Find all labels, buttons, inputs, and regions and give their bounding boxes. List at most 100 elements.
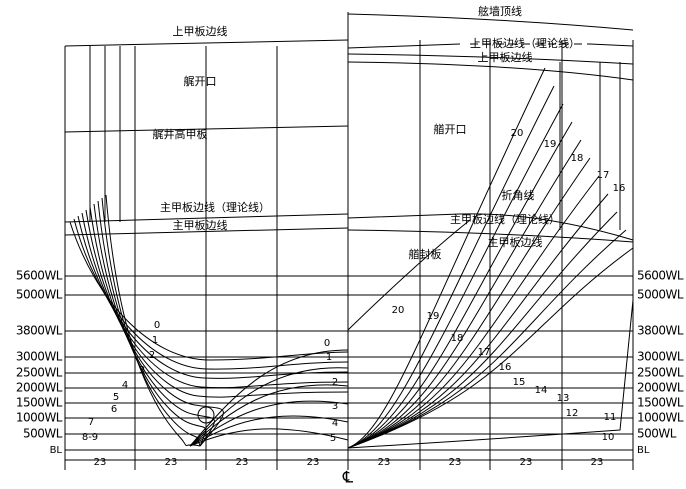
station-curve xyxy=(81,212,349,389)
waterline-label: 1000WL xyxy=(637,411,684,425)
waterline-label: 5600WL xyxy=(637,269,684,283)
station-curve xyxy=(347,157,591,449)
dimension-label: 23 xyxy=(520,457,533,468)
station-curve xyxy=(85,209,349,398)
station-curve xyxy=(189,367,349,447)
station-curve xyxy=(93,203,215,447)
dimension-label: 23 xyxy=(165,457,178,468)
frame xyxy=(64,12,634,470)
deck-label: 舷墙顶线 xyxy=(478,4,522,18)
station-label: 20 xyxy=(511,128,524,139)
station-label: 8-9 xyxy=(82,432,98,443)
waterline-label: 5000WL xyxy=(637,288,684,302)
station-curve xyxy=(189,428,349,447)
waterline-label: 2000WL xyxy=(16,381,63,395)
deck-label: 艏开口 xyxy=(434,122,467,136)
station-curve xyxy=(347,85,555,449)
station-curve xyxy=(347,103,564,449)
station-curve xyxy=(347,247,634,449)
deck-label: 折角线 xyxy=(502,188,535,202)
station-label: 7 xyxy=(88,417,94,428)
station-label: 14 xyxy=(535,385,548,396)
station-curve xyxy=(347,121,573,449)
dimension-label: 23 xyxy=(94,457,107,468)
waterline-label: 3800WL xyxy=(637,324,684,338)
station-curve xyxy=(189,415,349,447)
station-label: 18 xyxy=(451,333,464,344)
station-curve xyxy=(347,175,600,449)
deck-label: 上甲板边线（理论线） xyxy=(470,36,580,50)
station-label: 20 xyxy=(392,305,405,316)
waterline-label: 2000WL xyxy=(637,381,684,395)
deck-label: 艉开口 xyxy=(184,74,217,88)
deck-label: 主甲板边线 xyxy=(173,218,228,232)
station-label: 11 xyxy=(604,412,617,423)
dimension-label: 23 xyxy=(236,457,249,468)
deck-label: 上甲板边线 xyxy=(478,50,533,64)
station-curve xyxy=(347,139,582,449)
dimension-label: 23 xyxy=(449,457,462,468)
deck-label: 上甲板边线 xyxy=(173,24,228,38)
station-label: 10 xyxy=(602,432,615,443)
station-curve xyxy=(101,197,201,447)
waterline-label: 5000WL xyxy=(16,288,63,302)
station-label: 12 xyxy=(566,408,579,419)
waterline-label: BL xyxy=(637,445,650,456)
labels: 5600WL 5600WL 5000WL 5000WL 3800WL 3800WL 3000… xyxy=(16,4,684,487)
waterline-label: 5600WL xyxy=(16,269,63,283)
waterline-label: 1500WL xyxy=(637,396,684,410)
station-curve xyxy=(189,349,349,447)
station-curve xyxy=(347,211,618,449)
deck-label: 艏封板 xyxy=(409,247,442,261)
station-label: 17 xyxy=(478,347,491,358)
station-label: 2 xyxy=(332,377,338,388)
station-curve xyxy=(347,193,609,449)
waterline-label: BL xyxy=(50,445,63,456)
waterline-label: 500WL xyxy=(23,427,63,441)
station-label: 15 xyxy=(513,377,526,388)
station-label: 16 xyxy=(499,362,512,373)
station-curve xyxy=(347,299,634,449)
waterline-label: 1000WL xyxy=(16,411,63,425)
station-label: 19 xyxy=(427,311,440,322)
station-label: 6 xyxy=(111,404,117,415)
waterline-label: 3000WL xyxy=(16,350,63,364)
deck-label: 主甲板边线（理论线） xyxy=(450,212,560,226)
station-curve xyxy=(347,229,627,449)
waterline-label: 2500WL xyxy=(16,366,63,380)
station-label: 0 xyxy=(324,338,330,349)
station-label: 4 xyxy=(332,418,338,429)
centerline-symbol: ℄ xyxy=(342,468,354,487)
waterline-label: 3000WL xyxy=(637,350,684,364)
dimension-label: 23 xyxy=(591,457,604,468)
station-curve xyxy=(73,218,349,370)
station-label: 2 xyxy=(149,350,155,361)
hull-curves xyxy=(69,67,634,449)
station-label: 19 xyxy=(544,139,557,150)
station-label: 1 xyxy=(152,335,158,346)
station-label: 0 xyxy=(154,320,160,331)
deck-label: 艉井高甲板 xyxy=(153,127,208,141)
station-label: 3 xyxy=(139,365,145,376)
station-curve xyxy=(69,221,349,361)
dimension-label: 23 xyxy=(378,457,391,468)
station-curve xyxy=(105,194,201,447)
deck-label: 主甲板边线（理论线） xyxy=(160,200,270,214)
station-label: 3 xyxy=(332,401,338,412)
station-label: 18 xyxy=(571,153,584,164)
station-label: 4 xyxy=(122,380,128,391)
station-curve xyxy=(77,215,349,379)
station-label: 1 xyxy=(326,352,332,363)
station-label: 5 xyxy=(330,433,336,444)
waterline-label: 2500WL xyxy=(637,366,684,380)
station-label: 16 xyxy=(613,183,626,194)
waterline-label: 3800WL xyxy=(16,324,63,338)
station-label: 17 xyxy=(597,170,610,181)
dimension-label: 23 xyxy=(307,457,320,468)
deck-label: 主甲板边线 xyxy=(488,235,543,249)
station-curve xyxy=(189,384,349,447)
station-label: 13 xyxy=(557,393,570,404)
waterline-label: 500WL xyxy=(637,427,677,441)
